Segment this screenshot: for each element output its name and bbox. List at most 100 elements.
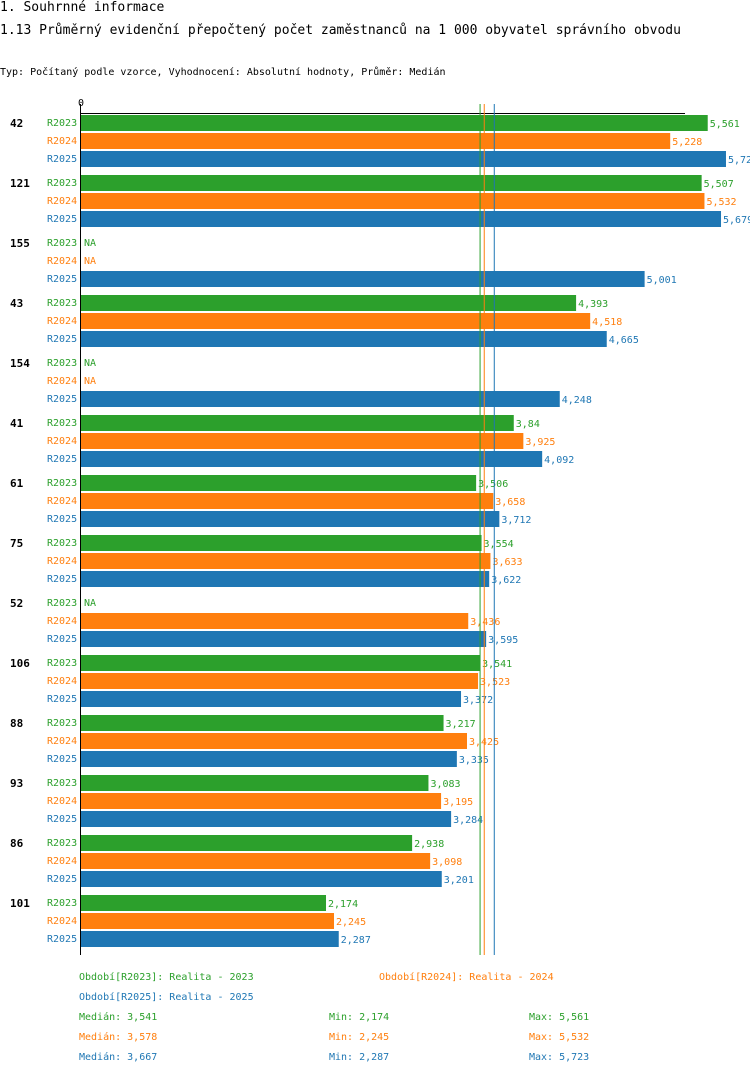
data-label: 3,84 xyxy=(516,419,540,430)
series-row-label: R2023 xyxy=(47,598,77,609)
series-row-label: R2024 xyxy=(47,916,77,927)
data-label: 3,217 xyxy=(446,719,476,730)
data-label: 3,195 xyxy=(443,797,473,808)
bar xyxy=(81,571,490,587)
category-label: 42 xyxy=(10,117,23,130)
bar xyxy=(81,895,327,911)
bar xyxy=(81,115,708,131)
bar xyxy=(81,715,444,731)
series-row-label: R2025 xyxy=(47,514,77,525)
stat-min: Min: 2,174 xyxy=(329,1012,389,1023)
category-label: 41 xyxy=(10,417,24,430)
category-label: 121 xyxy=(10,177,30,190)
x-axis-tick-label: 0 xyxy=(78,98,84,109)
stat-max: Max: 5,723 xyxy=(529,1052,589,1063)
na-label: NA xyxy=(84,376,96,387)
na-label: NA xyxy=(84,598,96,609)
bar xyxy=(81,433,524,449)
category-label: 106 xyxy=(10,657,30,670)
series-row-label: R2024 xyxy=(47,736,77,747)
bar xyxy=(81,775,429,791)
series-row-label: R2024 xyxy=(47,796,77,807)
data-label: 5,561 xyxy=(710,119,740,130)
series-row-label: R2023 xyxy=(47,658,77,669)
category-label: 52 xyxy=(10,597,23,610)
data-label: 3,541 xyxy=(482,659,512,670)
series-row-label: R2023 xyxy=(47,838,77,849)
bar xyxy=(81,931,339,947)
series-row-label: R2025 xyxy=(47,454,77,465)
bar xyxy=(81,733,467,749)
category-label: 155 xyxy=(10,237,30,250)
bar xyxy=(81,535,482,551)
series-row-label: R2025 xyxy=(47,154,77,165)
bar xyxy=(81,193,705,209)
bar xyxy=(81,493,494,509)
data-label: 3,622 xyxy=(491,575,521,586)
data-label: 3,506 xyxy=(478,479,508,490)
bar xyxy=(81,673,479,689)
series-row-label: R2023 xyxy=(47,178,77,189)
stat-min: Min: 2,287 xyxy=(329,1052,389,1063)
bar xyxy=(81,631,487,647)
series-row-label: R2023 xyxy=(47,358,77,369)
series-row-label: R2024 xyxy=(47,376,77,387)
legend-entry: Období[R2025]: Realita - 2025 xyxy=(79,991,254,1003)
data-label: 4,092 xyxy=(544,455,574,466)
legend-entry: Období[R2024]: Realita - 2024 xyxy=(379,971,554,983)
bar xyxy=(81,853,431,869)
bar xyxy=(81,475,477,491)
bar xyxy=(81,391,560,407)
category-label: 86 xyxy=(10,837,24,850)
bar xyxy=(81,655,481,671)
bar xyxy=(81,793,442,809)
data-label: 3,554 xyxy=(484,539,514,550)
series-row-label: R2023 xyxy=(47,418,77,429)
series-row-label: R2025 xyxy=(47,754,77,765)
legend-entry: Období[R2023]: Realita - 2023 xyxy=(79,971,254,983)
chart-subtitle: Typ: Počítaný podle vzorce, Vyhodnocení:… xyxy=(0,67,446,78)
bar xyxy=(81,613,469,629)
series-row-label: R2023 xyxy=(47,298,77,309)
data-label: 5,228 xyxy=(672,137,702,148)
bar xyxy=(81,415,514,431)
series-row-label: R2025 xyxy=(47,814,77,825)
category-label: 61 xyxy=(10,477,24,490)
bar xyxy=(81,451,543,467)
series-row-label: R2024 xyxy=(47,136,77,147)
stat-min: Min: 2,245 xyxy=(329,1032,389,1043)
series-row-label: R2025 xyxy=(47,334,77,345)
bar xyxy=(81,313,591,329)
data-label: 5,507 xyxy=(704,179,734,190)
series-row-label: R2025 xyxy=(47,574,77,585)
bar xyxy=(81,151,726,167)
category-label: 154 xyxy=(10,357,30,370)
data-label: 2,245 xyxy=(336,917,366,928)
bar xyxy=(81,811,452,827)
data-label: 3,098 xyxy=(432,857,462,868)
data-label: 2,287 xyxy=(341,935,371,946)
series-row-label: R2025 xyxy=(47,934,77,945)
data-label: 5,679 xyxy=(723,215,750,226)
chart-title: 1.13 Průměrný evidenční přepočtený počet… xyxy=(0,23,681,38)
bar xyxy=(81,211,722,227)
series-row-label: R2024 xyxy=(47,316,77,327)
series-row-label: R2023 xyxy=(47,538,77,549)
bar xyxy=(81,691,462,707)
data-label: 3,436 xyxy=(470,617,500,628)
series-row-label: R2024 xyxy=(47,196,77,207)
stat-max: Max: 5,561 xyxy=(529,1012,589,1023)
bar xyxy=(81,133,671,149)
data-label: 2,174 xyxy=(328,899,358,910)
data-label: 3,083 xyxy=(430,779,460,790)
series-row-label: R2024 xyxy=(47,436,77,447)
series-row-label: R2023 xyxy=(47,478,77,489)
data-label: 4,665 xyxy=(609,335,639,346)
data-label: 3,372 xyxy=(463,695,493,706)
data-label: 5,001 xyxy=(647,275,677,286)
series-row-label: R2025 xyxy=(47,874,77,885)
data-label: 2,938 xyxy=(414,839,444,850)
data-label: 3,925 xyxy=(525,437,555,448)
series-row-label: R2023 xyxy=(47,778,77,789)
series-row-label: R2023 xyxy=(47,238,77,249)
